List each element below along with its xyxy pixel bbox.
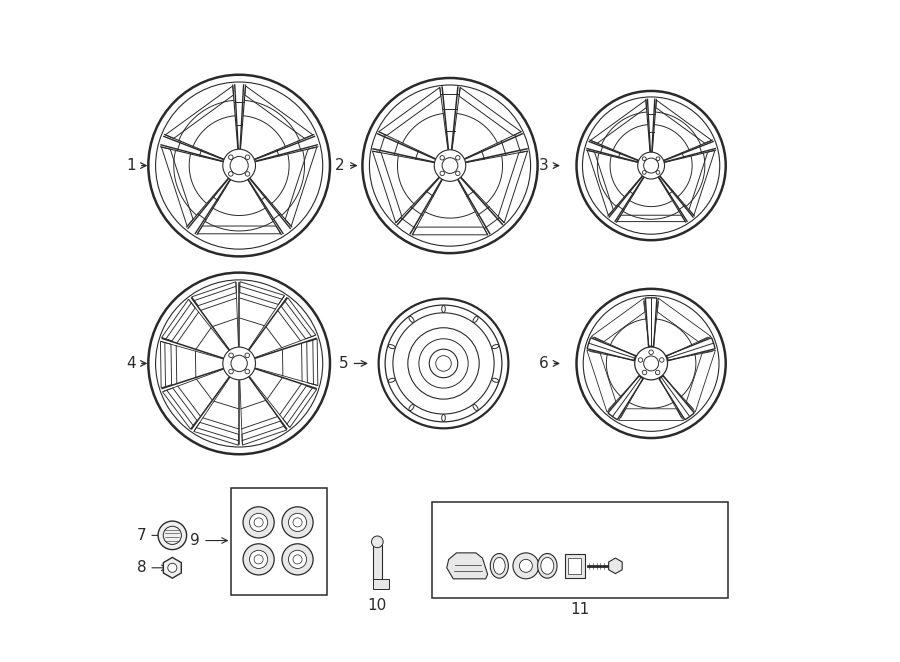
Bar [568, 558, 581, 574]
Circle shape [643, 157, 646, 161]
Circle shape [455, 156, 460, 160]
Circle shape [245, 369, 249, 374]
Circle shape [513, 553, 539, 579]
Text: 8: 8 [137, 560, 167, 575]
Circle shape [249, 550, 267, 569]
Circle shape [245, 353, 249, 357]
Text: 4: 4 [126, 356, 146, 371]
Text: 7: 7 [137, 528, 167, 543]
Circle shape [230, 156, 248, 175]
Text: 1: 1 [126, 158, 146, 173]
Circle shape [223, 149, 256, 182]
Circle shape [442, 158, 458, 173]
Circle shape [223, 347, 256, 380]
Circle shape [644, 356, 659, 371]
Circle shape [229, 155, 233, 160]
Ellipse shape [409, 316, 414, 322]
Circle shape [455, 171, 460, 175]
Text: 11: 11 [570, 602, 590, 617]
Bar [373, 545, 382, 581]
Circle shape [229, 369, 233, 374]
Circle shape [282, 544, 313, 575]
Circle shape [289, 550, 307, 569]
Circle shape [649, 350, 653, 354]
Circle shape [638, 357, 643, 362]
Circle shape [158, 521, 186, 549]
Bar [565, 554, 585, 577]
Polygon shape [163, 557, 181, 578]
Circle shape [167, 563, 177, 573]
Ellipse shape [493, 557, 505, 574]
Polygon shape [446, 553, 488, 579]
Circle shape [243, 507, 274, 538]
Text: 2: 2 [336, 158, 356, 173]
Circle shape [229, 171, 233, 176]
Ellipse shape [492, 345, 499, 349]
Bar [433, 502, 728, 598]
Circle shape [644, 158, 659, 173]
Ellipse shape [442, 305, 446, 312]
Circle shape [231, 355, 248, 371]
Ellipse shape [388, 378, 395, 382]
Ellipse shape [491, 553, 508, 578]
Circle shape [372, 536, 383, 547]
Circle shape [643, 370, 647, 375]
Ellipse shape [442, 414, 446, 422]
Circle shape [245, 155, 250, 160]
Text: 10: 10 [368, 598, 387, 613]
Circle shape [643, 171, 646, 174]
Ellipse shape [492, 378, 499, 382]
Text: 3: 3 [539, 158, 559, 173]
Circle shape [634, 347, 668, 380]
Bar [373, 579, 389, 589]
Circle shape [429, 349, 458, 378]
Polygon shape [608, 558, 622, 574]
Circle shape [660, 357, 664, 362]
Circle shape [655, 370, 660, 375]
Bar [231, 488, 328, 595]
Circle shape [282, 507, 313, 538]
Circle shape [656, 171, 660, 174]
Circle shape [229, 353, 233, 357]
Text: 6: 6 [539, 356, 559, 371]
Circle shape [440, 171, 445, 175]
Circle shape [434, 150, 466, 181]
Text: 9: 9 [191, 533, 228, 548]
Ellipse shape [541, 557, 554, 574]
Text: 5: 5 [339, 356, 366, 371]
Circle shape [440, 156, 445, 160]
Circle shape [638, 152, 664, 179]
Circle shape [243, 544, 274, 575]
Ellipse shape [409, 404, 414, 410]
Ellipse shape [388, 345, 395, 349]
Circle shape [249, 513, 267, 532]
Circle shape [245, 171, 250, 176]
Ellipse shape [537, 553, 557, 578]
Circle shape [289, 513, 307, 532]
Circle shape [656, 157, 660, 161]
Ellipse shape [473, 404, 478, 410]
Circle shape [519, 559, 533, 573]
Ellipse shape [473, 316, 478, 322]
